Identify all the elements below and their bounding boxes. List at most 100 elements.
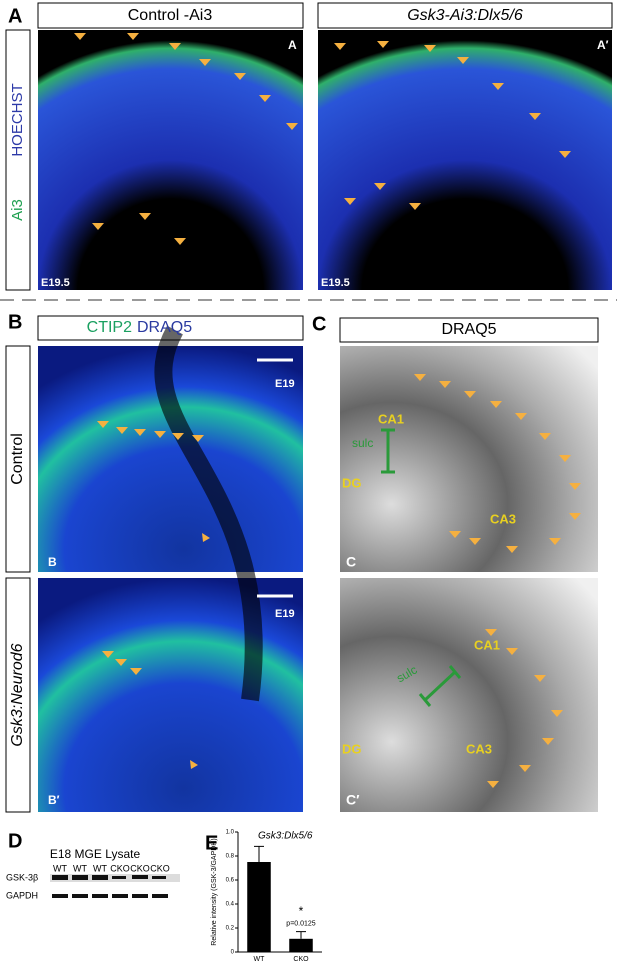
label: GSK-3β bbox=[6, 872, 38, 882]
arrowhead bbox=[439, 381, 451, 388]
label: WT bbox=[93, 863, 107, 873]
p-value: p=0.0125 bbox=[286, 920, 315, 927]
arrowhead bbox=[449, 531, 461, 538]
arrowhead bbox=[130, 668, 142, 675]
arrowhead bbox=[490, 401, 502, 408]
arrowhead bbox=[485, 629, 497, 636]
arrowhead bbox=[506, 546, 518, 553]
label: Gsk3-Ai3:Dlx5/6 bbox=[407, 7, 523, 24]
y-tick-label: 0.4 bbox=[226, 902, 235, 908]
label: CA3 bbox=[490, 511, 516, 526]
label: DG bbox=[342, 475, 362, 490]
label: DG bbox=[342, 741, 362, 756]
y-tick-label: 1.0 bbox=[226, 830, 235, 836]
label: CA1 bbox=[474, 637, 500, 652]
label: CA3 bbox=[466, 741, 492, 756]
arrowhead bbox=[569, 513, 581, 520]
arrowhead bbox=[424, 45, 436, 52]
significance: * bbox=[299, 904, 304, 918]
arrowhead bbox=[487, 781, 499, 788]
arrowhead bbox=[169, 43, 181, 50]
arrowhead bbox=[539, 433, 551, 440]
images bbox=[0, 2, 617, 898]
label: A bbox=[288, 38, 297, 52]
bar bbox=[247, 862, 271, 952]
label: CA1 bbox=[378, 411, 404, 426]
arrowhead bbox=[377, 41, 389, 48]
label: WT bbox=[53, 863, 67, 873]
label: E18 MGE Lysate bbox=[50, 847, 141, 861]
arrowhead bbox=[506, 648, 518, 655]
arrowhead bbox=[199, 59, 211, 66]
label: B bbox=[8, 311, 22, 333]
label: D bbox=[8, 830, 22, 852]
y-tick-label: 0.2 bbox=[226, 926, 235, 932]
label: B bbox=[48, 555, 57, 569]
arrowhead bbox=[154, 431, 166, 438]
label: CKO bbox=[150, 863, 170, 873]
bar-chart: Gsk3:Dlx5/6 Relative intensity (GSK-3/GAP… bbox=[211, 830, 322, 963]
label: E19 bbox=[275, 608, 295, 620]
arrowhead bbox=[139, 213, 151, 220]
label: Control -Ai3 bbox=[128, 7, 213, 24]
arrow bbox=[202, 533, 210, 542]
error-bar bbox=[254, 845, 264, 862]
labels: A B C D E Control -Ai3 Gsk3-Ai3:Dlx5/6 HOECHST A… bbox=[6, 5, 609, 900]
label: CKO bbox=[110, 863, 130, 873]
arrowhead bbox=[127, 33, 139, 40]
label: A′ bbox=[597, 38, 609, 52]
arrowhead bbox=[192, 435, 204, 442]
arrowhead bbox=[116, 427, 128, 434]
label: C bbox=[346, 554, 356, 570]
y-tick-label: 0 bbox=[231, 950, 235, 956]
arrowhead bbox=[102, 651, 114, 658]
arrow bbox=[190, 760, 198, 769]
arrowhead bbox=[259, 95, 271, 102]
arrowhead bbox=[234, 73, 246, 80]
chart-title: Gsk3:Dlx5/6 bbox=[258, 831, 313, 842]
arrowhead bbox=[529, 113, 541, 120]
bar bbox=[289, 938, 313, 952]
arrowhead bbox=[409, 203, 421, 210]
label: C′ bbox=[346, 792, 360, 808]
arrowhead bbox=[551, 710, 563, 717]
label: Gsk3:Neurod6 bbox=[9, 643, 26, 746]
label: E19 bbox=[275, 378, 295, 390]
arrowhead bbox=[469, 538, 481, 545]
arrowhead bbox=[344, 198, 356, 205]
label: C bbox=[312, 313, 326, 335]
arrowhead bbox=[534, 675, 546, 682]
arrowhead bbox=[115, 659, 127, 666]
label: E19.5 bbox=[321, 277, 350, 289]
label: B′ bbox=[48, 793, 60, 807]
error-bar bbox=[296, 931, 306, 939]
label: Control bbox=[9, 433, 26, 485]
arrowhead bbox=[174, 238, 186, 245]
arrowhead bbox=[92, 223, 104, 230]
arrowhead bbox=[492, 83, 504, 90]
label: sulc bbox=[352, 436, 373, 450]
arrowhead bbox=[515, 413, 527, 420]
arrowhead bbox=[457, 57, 469, 64]
label: CKO bbox=[130, 863, 150, 873]
arrowhead bbox=[559, 455, 571, 462]
label: DRAQ5 bbox=[137, 319, 192, 336]
arrowhead bbox=[559, 151, 571, 158]
arrowhead bbox=[172, 433, 184, 440]
arrowhead bbox=[334, 43, 346, 50]
y-tick-label: 0.6 bbox=[226, 878, 235, 884]
arrowheads bbox=[74, 33, 581, 788]
label: E bbox=[205, 832, 218, 854]
arrowhead bbox=[549, 538, 561, 545]
arrowhead bbox=[74, 33, 86, 40]
arrowhead bbox=[414, 374, 426, 381]
x-tick-label: CKO bbox=[293, 956, 309, 963]
y-tick-label: 0.8 bbox=[226, 854, 235, 860]
arrowhead bbox=[97, 421, 109, 428]
arrowhead bbox=[519, 765, 531, 772]
label: CTIP2 bbox=[87, 319, 132, 336]
label: GAPDH bbox=[6, 890, 38, 900]
label: A bbox=[8, 5, 22, 27]
label: Ai3 bbox=[9, 199, 26, 221]
arrowhead bbox=[286, 123, 298, 130]
